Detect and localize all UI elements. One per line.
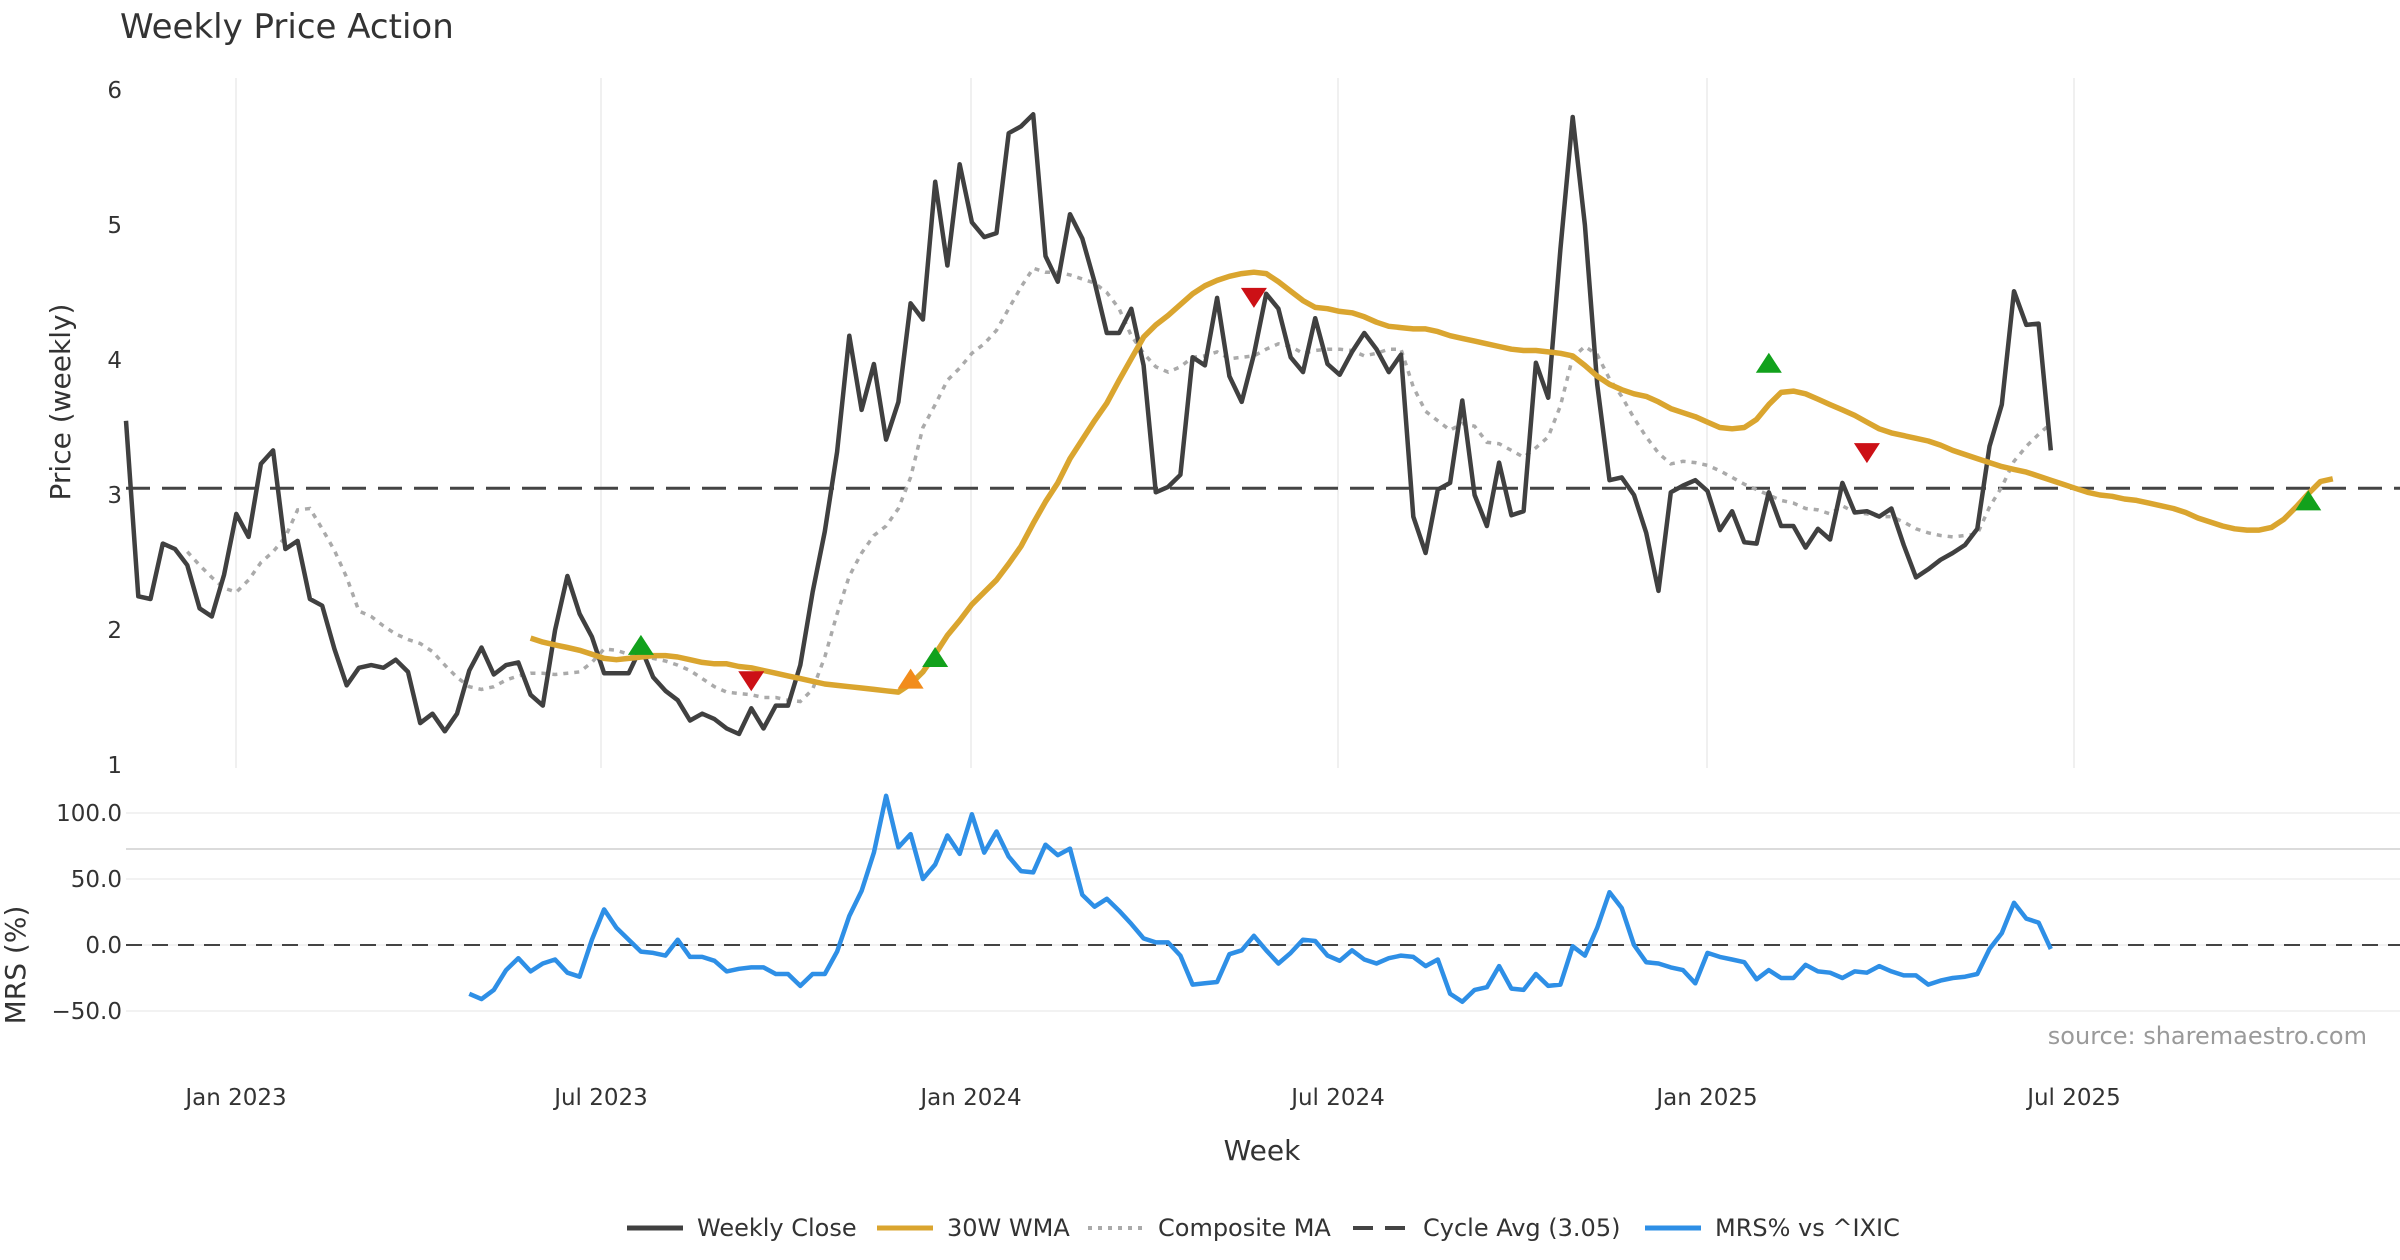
x-axis-label: Week [1224, 1134, 1301, 1167]
wma-30w-line [529, 269, 2334, 695]
sell-signal-marker [738, 671, 765, 692]
price-y-ticks: 1 2 3 4 5 6 [107, 78, 122, 779]
legend-label: Cycle Avg (3.05) [1423, 1214, 1620, 1242]
chart-title: Weekly Price Action [120, 7, 454, 47]
legend-label: MRS% vs ^IXIC [1715, 1214, 1900, 1242]
x-tick-label: Jul 2025 [2025, 1085, 2121, 1111]
price-y-tick: 5 [107, 213, 122, 239]
x-tick-label: Jan 2024 [918, 1085, 1021, 1111]
legend: Weekly Close 30W WMA Composite MA Cycle Avg… [627, 1214, 1900, 1242]
x-tick-label: Jul 2024 [1289, 1085, 1385, 1111]
buy-signal-marker [627, 634, 654, 655]
buy-signal-marker [1755, 352, 1782, 373]
x-tick-label: Jul 2023 [552, 1085, 648, 1111]
price-y-tick: 3 [107, 483, 122, 509]
mrs-y-tick: 50.0 [71, 867, 122, 893]
mrs-y-ticks: −50.0 0.0 50.0 100.0 [52, 801, 122, 1025]
legend-label: Composite MA [1158, 1214, 1331, 1242]
legend-label: 30W WMA [947, 1214, 1070, 1242]
price-y-tick: 2 [107, 618, 122, 644]
x-tick-label: Jan 2023 [183, 1085, 286, 1111]
sell-signal-marker [1240, 287, 1267, 308]
legend-label: Weekly Close [697, 1214, 857, 1242]
buy-signal-marker [922, 647, 949, 667]
buy-signal-marker [2295, 490, 2322, 511]
mrs-line [468, 793, 2053, 1005]
mrs-y-tick: 100.0 [56, 801, 122, 827]
mrs-y-axis-label: MRS (%) [0, 906, 32, 1025]
x-tick-label: Jan 2025 [1654, 1085, 1757, 1111]
mrs-y-tick: −50.0 [52, 999, 122, 1025]
buy-signal-marker [897, 668, 924, 689]
grid-lines [126, 78, 2400, 1012]
weekly-close-line [123, 112, 2054, 737]
signal-markers [627, 287, 2322, 692]
mrs-y-tick: 0.0 [85, 933, 122, 959]
price-y-tick: 1 [107, 753, 122, 779]
source-note: source: sharemaestro.com [2048, 1022, 2367, 1050]
price-y-axis-label: Price (weekly) [44, 304, 77, 501]
price-y-tick: 4 [107, 348, 122, 374]
x-ticks: Jan 2023 Jul 2023 Jan 2024 Jul 2024 Jan 2025… [183, 1085, 2120, 1111]
sell-signal-marker [1853, 443, 1880, 464]
price-y-tick: 6 [107, 78, 122, 104]
